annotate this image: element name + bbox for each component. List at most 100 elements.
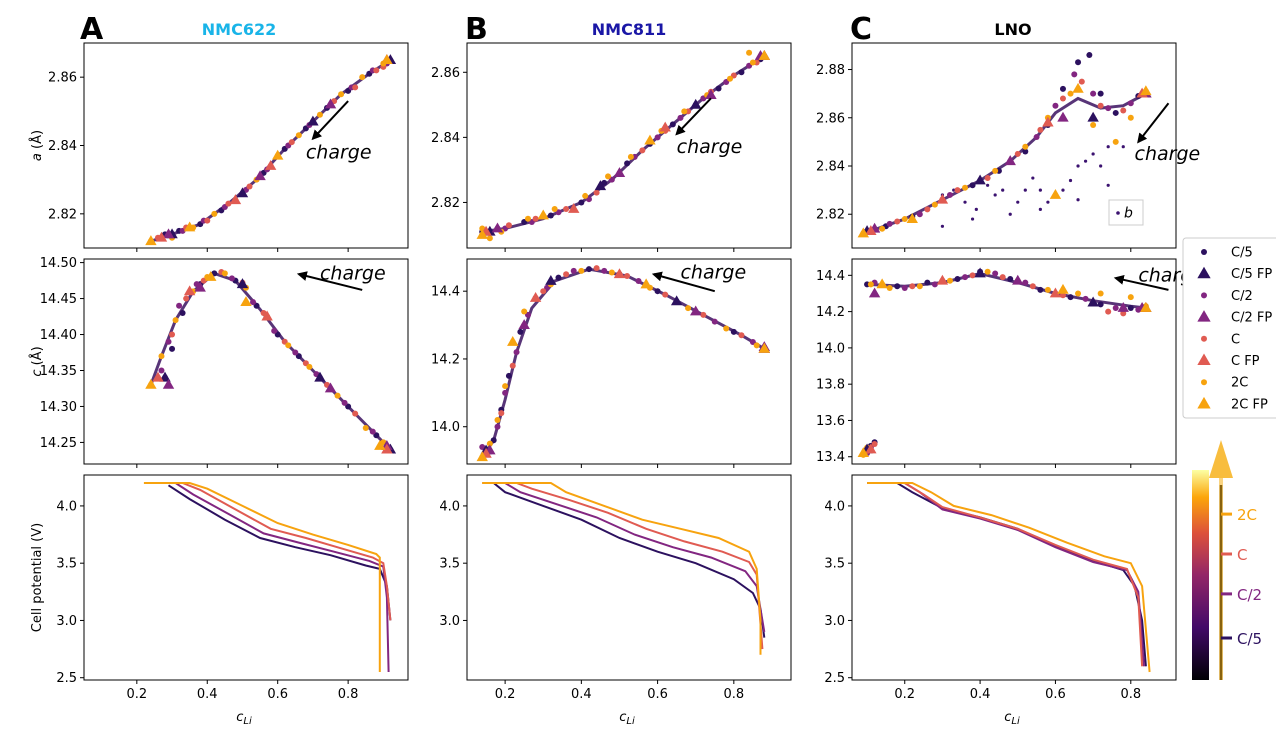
title-nmc811: NMC811 (592, 20, 666, 39)
plot-lno-c: 13.413.613.814.014.214.4 charge (816, 258, 1204, 468)
point-C-5 (715, 85, 722, 92)
y-tick-label: 2.86 (816, 111, 845, 126)
title-lno: LNO (994, 20, 1031, 39)
legend-entry: C FP (1197, 353, 1260, 369)
b-phase-point (1008, 212, 1012, 216)
y-tick-label: 14.40 (40, 328, 77, 343)
y-tick-label: 2.86 (48, 71, 77, 86)
point-2C (867, 281, 874, 288)
y-tick-label: 14.4 (816, 269, 845, 284)
point-C-5 (624, 160, 631, 167)
plot-area (476, 49, 771, 242)
b-phase-point (1106, 183, 1110, 187)
b-phase-point (1038, 188, 1042, 192)
point-C-2 (901, 285, 908, 292)
fp-marker-C-5 (236, 278, 249, 289)
fp-marker-C-2 (613, 167, 626, 178)
b-phase-point (1001, 188, 1005, 192)
point-2C (316, 111, 323, 118)
point-2C (1075, 290, 1082, 297)
charge-arrow-icon (296, 271, 363, 291)
point-2C (879, 225, 886, 232)
point-C-5 (1086, 52, 1093, 59)
point-C-2 (931, 281, 938, 288)
panel-letter-a: A (80, 12, 104, 47)
point-C-5 (954, 275, 961, 282)
plot-area (482, 482, 766, 655)
point-C (509, 362, 516, 369)
plot-area (857, 267, 1152, 458)
point-2C (916, 283, 923, 290)
fp-marker-C-2 (1117, 301, 1129, 312)
plot-nmc622-c: 14.25 14.30 14.35 14.40 14.45 14.50 c (Å) charg… (29, 256, 409, 468)
point-C (954, 187, 961, 194)
point-C-2 (1090, 90, 1097, 97)
potential-line-C-5 (493, 482, 766, 638)
point-C (1078, 78, 1085, 85)
y-tick-label: 2.5 (824, 671, 845, 686)
charge-label: charge (677, 136, 743, 158)
fp-marker-C-5 (670, 295, 683, 306)
fp-marker-C (261, 310, 273, 321)
point-C (1037, 126, 1044, 133)
fp-marker-2C (145, 235, 157, 246)
x-tick-label: 0.2 (495, 687, 516, 702)
chart-panels: 2.822.842.86a (Å)charge14.2514.3014.3514… (29, 42, 1204, 727)
y-tick-label: 3.0 (56, 614, 77, 629)
fp-marker-C-5 (1087, 296, 1099, 307)
point-2C (221, 270, 228, 277)
point-2C (211, 210, 218, 217)
plot-nmc811-c: 14.0 14.2 14.4 charge (431, 258, 792, 468)
fp-marker-C-2 (254, 170, 266, 181)
potential-line-C-2 (165, 482, 390, 673)
fp-marker-C (1042, 116, 1054, 127)
b-phase-point (1016, 200, 1020, 204)
point-C (700, 311, 707, 318)
plot-area (867, 482, 1151, 673)
plot-lno-a: 2.82 2.84 2.86 2.88 charge b (816, 42, 1200, 252)
plot-nmc811-potential: 3.0 3.5 4.0 0.2 0.4 0.6 0.8 cLi (439, 474, 792, 727)
point-2C (502, 383, 509, 390)
fp-marker-2C (876, 278, 888, 289)
fp-marker-C (936, 274, 949, 285)
point-2C (749, 59, 756, 66)
fp-marker-2C (240, 296, 252, 307)
x-axis-label: cLi (619, 710, 635, 725)
fp-marker-C (936, 193, 949, 204)
charge-arrow-icon (1137, 102, 1170, 144)
plot-nmc622-potential: 2.5 3.0 3.5 4.0 0.2 0.4 0.6 0.8 Cell potential (… (30, 474, 409, 727)
point-C-5 (669, 121, 676, 128)
charge-label: charge (306, 141, 372, 163)
point-2C (1090, 122, 1097, 128)
x-tick-label: 0.6 (1045, 687, 1066, 702)
y-tick-label: 2.84 (816, 160, 845, 175)
point-C-5 (555, 274, 562, 281)
fp-marker-C-2 (1004, 155, 1016, 166)
fp-marker-C-2 (518, 319, 530, 329)
legend-entry: C/5 (1201, 246, 1253, 261)
fp-marker-C-2 (705, 89, 717, 99)
point-C-2 (369, 428, 376, 435)
fp-marker-C-2 (491, 222, 504, 233)
point-C (1120, 310, 1127, 317)
b-legend-box (1108, 199, 1144, 226)
point-C-5 (924, 279, 931, 286)
point-C (563, 205, 570, 212)
point-C-5 (1075, 59, 1082, 66)
plot-area (143, 482, 392, 673)
point-C (1097, 102, 1104, 109)
point-C (505, 222, 512, 229)
fp-marker-2C (857, 227, 870, 238)
potential-line-2C (482, 482, 762, 655)
point-2C (285, 342, 292, 349)
fp-marker-2C (476, 228, 488, 239)
point-2C (338, 91, 345, 98)
legend-triangle-marker (1197, 310, 1211, 322)
plot-frame (466, 258, 792, 465)
potential-line-2C (867, 482, 1151, 673)
fp-marker-C-5 (974, 267, 986, 278)
colorbar: 2C C C/2 C/5 (1192, 440, 1262, 680)
plot-frame (83, 474, 409, 681)
fp-marker-C-5 (307, 115, 319, 126)
b-phase-point (1061, 188, 1065, 192)
